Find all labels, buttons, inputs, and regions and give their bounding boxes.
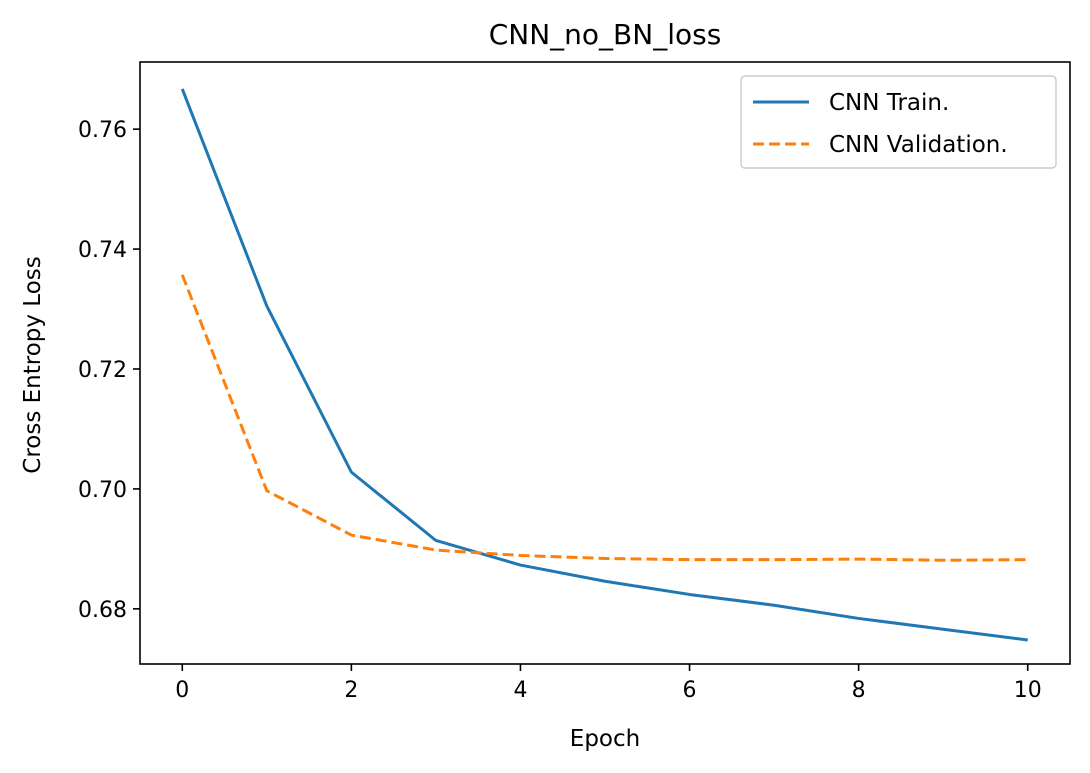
chart-title: CNN_no_BN_loss (489, 18, 722, 51)
y-tick-label: 0.70 (78, 478, 127, 503)
legend-label-1: CNN Validation. (829, 132, 1008, 158)
y-tick-label: 0.76 (78, 118, 127, 143)
x-tick-label: 6 (683, 678, 697, 703)
legend: CNN Train. CNN Validation. (740, 75, 1057, 169)
x-tick-label: 8 (852, 678, 866, 703)
legend-box (740, 75, 1057, 169)
x-tick-label: 0 (175, 678, 189, 703)
series-line-0 (180, 88, 1028, 642)
x-tick-label: 10 (1014, 678, 1042, 703)
series-line-1 (180, 274, 1028, 562)
x-tick-label: 4 (513, 678, 527, 703)
legend-label-0: CNN Train. (829, 90, 949, 116)
y-tick-label: 0.68 (78, 598, 127, 623)
y-tick-label: 0.74 (78, 238, 127, 263)
x-axis-label: Epoch (570, 726, 640, 752)
y-axis-label: Cross Entropy Loss (20, 256, 46, 473)
x-tick-label: 2 (344, 678, 358, 703)
y-tick-label: 0.72 (78, 358, 127, 383)
plot-frame (139, 61, 1071, 665)
